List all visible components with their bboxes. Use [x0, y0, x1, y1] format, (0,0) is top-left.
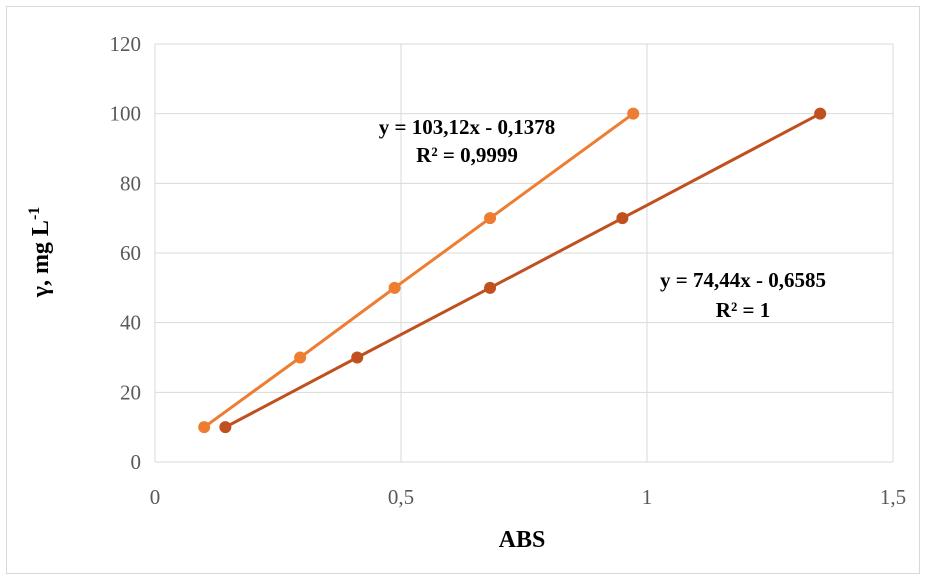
- y-tick-label: 0: [131, 450, 142, 474]
- data-point-series-1: [294, 351, 307, 364]
- equation-series-1: y = 103,12x - 0,1378: [379, 115, 555, 139]
- x-tick-label: 1,5: [880, 485, 906, 509]
- x-tick-label: 1: [642, 485, 653, 509]
- equation-series-2: y = 74,44x - 0,6585: [660, 268, 826, 292]
- x-tick-label: 0: [150, 485, 161, 509]
- data-point-series-1: [627, 107, 640, 120]
- x-axis-title: ABS: [499, 527, 546, 553]
- y-tick-label: 40: [120, 311, 141, 335]
- y-tick-label: 100: [110, 102, 142, 126]
- y-tick-label: 80: [120, 171, 141, 195]
- y-axis-title-main: γ, mg L: [28, 220, 54, 298]
- y-tick-label: 120: [110, 32, 142, 56]
- data-point-series-2: [219, 421, 232, 434]
- data-point-series-1: [484, 212, 497, 225]
- x-tick-label: 0,5: [388, 485, 414, 509]
- chart-area: [6, 6, 920, 574]
- y-axis-title-superscript: -1: [26, 207, 43, 220]
- tick-labels: 0 20 40 60 80 100 120 0 0,5 1 1,5: [110, 32, 907, 509]
- gridlines: [154, 43, 894, 463]
- y-tick-label: 60: [120, 241, 141, 265]
- data-point-series-1: [388, 281, 401, 294]
- r2-series-2: R² = 1: [716, 298, 770, 322]
- y-axis-title: γ, mg L-1: [26, 207, 54, 299]
- data-point-series-2: [484, 281, 497, 294]
- data-point-series-2: [814, 107, 827, 120]
- data-point-series-2: [351, 351, 364, 364]
- data-point-series-2: [616, 212, 629, 225]
- r2-series-1: R² = 0,9999: [416, 143, 518, 167]
- data-point-series-1: [198, 421, 211, 434]
- y-tick-label: 20: [120, 380, 141, 404]
- series-layer: [198, 107, 827, 434]
